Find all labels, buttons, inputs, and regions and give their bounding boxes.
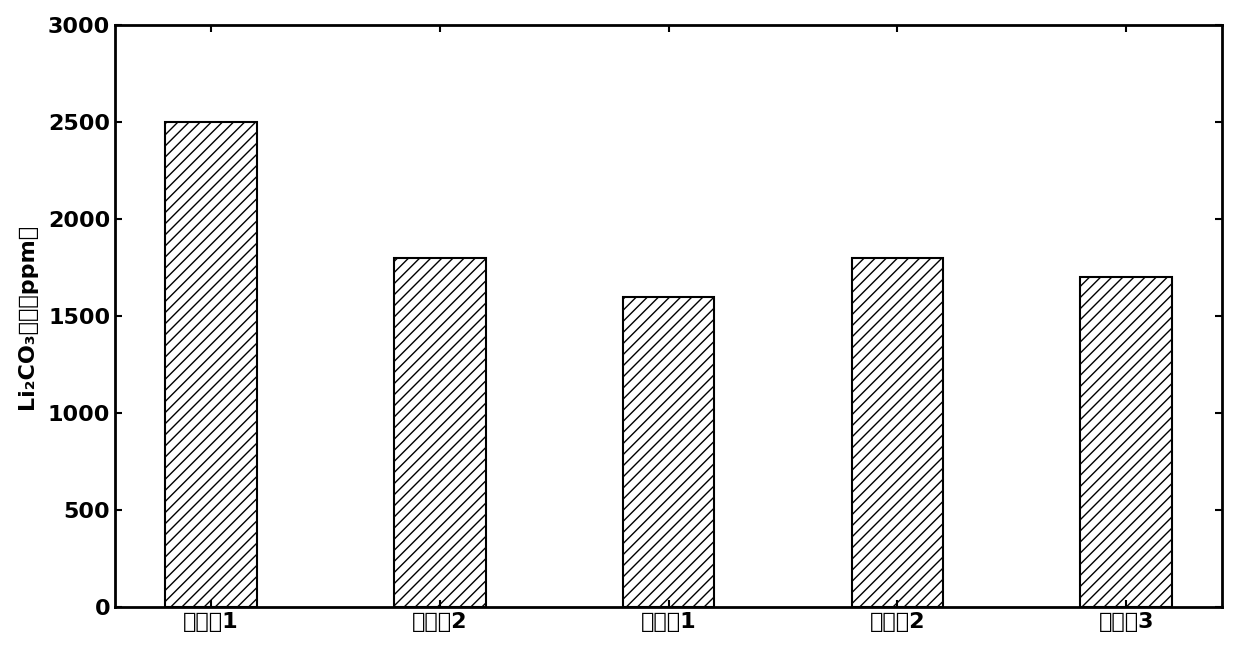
Bar xyxy=(165,122,256,607)
Y-axis label: Li₂CO₃含量（ppm）: Li₂CO₃含量（ppm） xyxy=(16,223,37,409)
Bar xyxy=(623,297,715,607)
Bar xyxy=(851,258,943,607)
Bar xyxy=(394,258,486,607)
Bar xyxy=(1080,277,1172,607)
